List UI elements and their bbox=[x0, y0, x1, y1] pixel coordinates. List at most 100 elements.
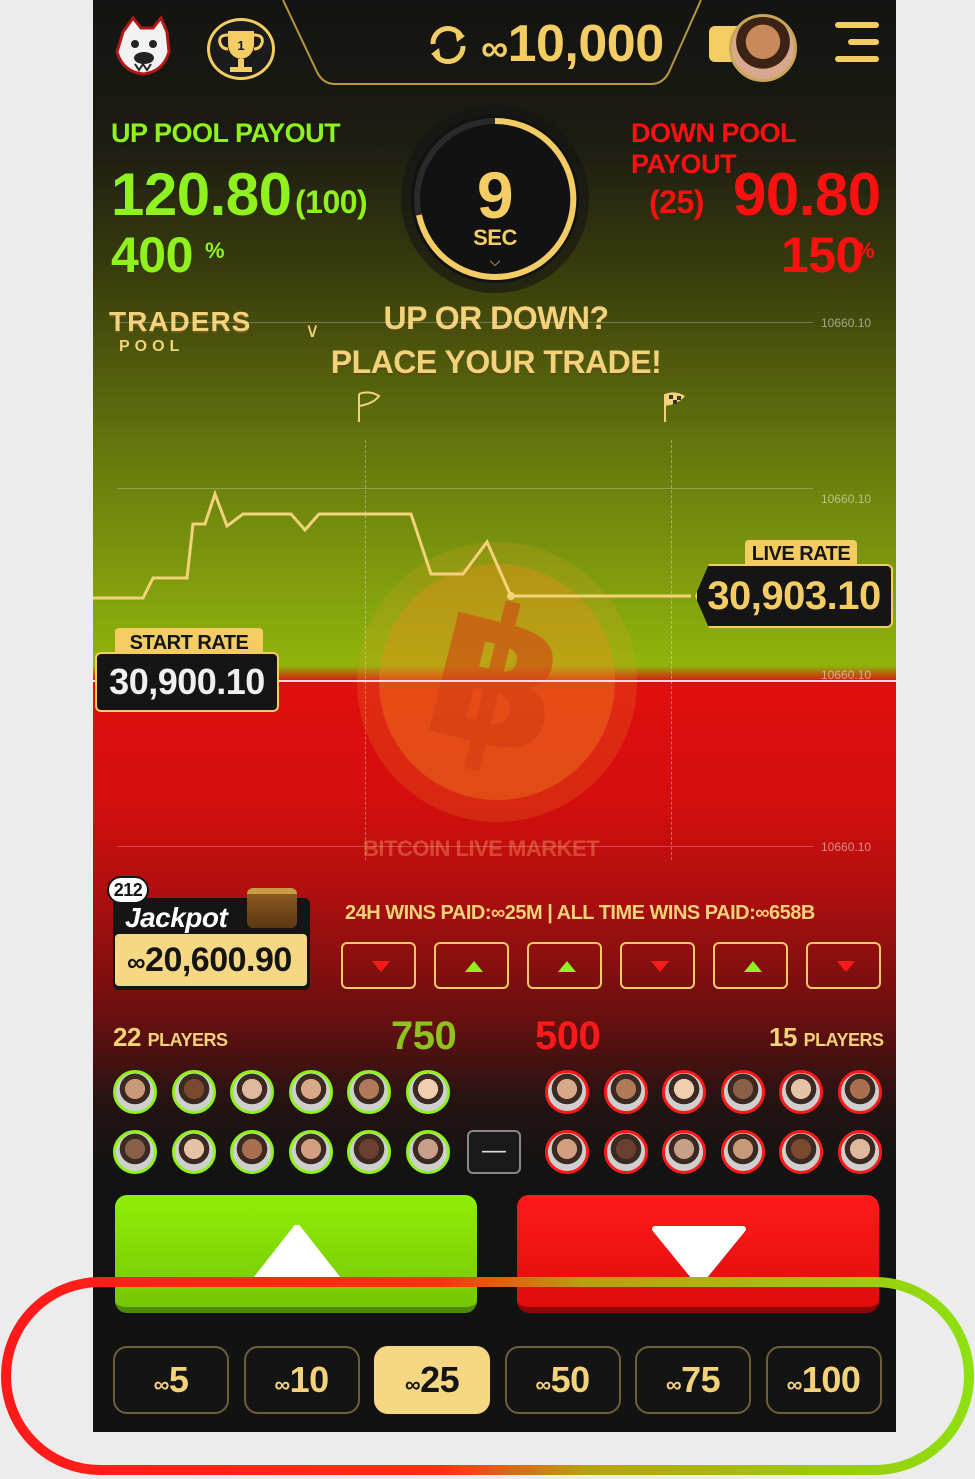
amount-label: 10 bbox=[289, 1359, 330, 1400]
refresh-icon[interactable] bbox=[425, 22, 471, 68]
player-avatar[interactable] bbox=[545, 1130, 589, 1174]
player-avatar[interactable] bbox=[603, 1130, 648, 1174]
history-down-button[interactable] bbox=[806, 942, 881, 989]
market-label: BITCOIN LIVE MARKET bbox=[363, 836, 600, 861]
menu-icon[interactable] bbox=[835, 22, 879, 70]
trade-up-button[interactable] bbox=[115, 1195, 477, 1313]
wins-24h-label: 24H WINS PAID: bbox=[345, 902, 491, 924]
down-pool-count: (25) bbox=[649, 184, 704, 220]
amount-50-button[interactable]: ∞50 bbox=[504, 1346, 621, 1414]
trade-down-button[interactable] bbox=[517, 1195, 879, 1313]
player-avatar[interactable] bbox=[113, 1070, 157, 1114]
player-avatar[interactable] bbox=[347, 1070, 391, 1114]
player-avatar[interactable] bbox=[837, 1130, 882, 1174]
user-avatar[interactable] bbox=[729, 14, 797, 82]
wins-24h-value: 25M bbox=[504, 902, 543, 924]
player-avatar[interactable] bbox=[837, 1070, 882, 1114]
amount-label: 5 bbox=[168, 1359, 189, 1400]
triangle-down-icon bbox=[837, 961, 855, 972]
up-pool-percent: 400 bbox=[111, 227, 193, 283]
player-avatar[interactable] bbox=[230, 1130, 274, 1174]
wins-all-value: 658B bbox=[769, 902, 815, 924]
players-label: PLAYERS bbox=[803, 1030, 884, 1050]
gridline bbox=[117, 322, 813, 323]
coin-icon: ∞ bbox=[153, 1372, 170, 1397]
player-avatar[interactable] bbox=[603, 1070, 648, 1114]
player-avatar[interactable] bbox=[779, 1070, 823, 1114]
prompt-line1: UP OR DOWN? bbox=[383, 300, 609, 336]
amount-75-button[interactable]: ∞75 bbox=[635, 1346, 751, 1414]
start-marker-line bbox=[365, 440, 366, 860]
brand-sub: POOL bbox=[119, 338, 185, 355]
player-avatar[interactable] bbox=[113, 1130, 157, 1174]
prompt-line2: PLACE YOUR TRADE! bbox=[330, 344, 662, 380]
down-pool-label: DOWN POOL PAYOUT bbox=[631, 118, 796, 179]
collapse-players-button[interactable]: — bbox=[467, 1130, 521, 1174]
timer-value: 9 bbox=[476, 158, 514, 232]
player-avatar[interactable] bbox=[545, 1070, 589, 1114]
amount-100-button[interactable]: ∞100 bbox=[765, 1346, 882, 1414]
jackpot-panel[interactable]: Jackpot ∞20,600.90 bbox=[113, 888, 310, 990]
up-pool-label: UP POOL PAYOUT bbox=[111, 118, 341, 148]
amount-label: 25 bbox=[420, 1359, 460, 1400]
up-percent-sign: % bbox=[205, 238, 225, 263]
live-rate: 30,903.10 bbox=[695, 564, 893, 628]
brand-dropdown-icon[interactable]: ∨ bbox=[305, 320, 320, 342]
jackpot-badge: 212 bbox=[107, 876, 149, 904]
tick-mid: 10660.10 bbox=[821, 492, 872, 506]
down-total: 500 bbox=[535, 1014, 601, 1058]
player-avatar[interactable] bbox=[405, 1130, 450, 1174]
history-down-button[interactable] bbox=[620, 942, 695, 989]
start-flag-icon bbox=[358, 391, 381, 422]
trophy-icon[interactable]: 1 bbox=[207, 18, 275, 80]
amount-label: 100 bbox=[801, 1359, 861, 1400]
up-pool-count: (100) bbox=[295, 184, 368, 220]
player-avatar[interactable] bbox=[720, 1130, 765, 1174]
history-down-button[interactable] bbox=[341, 942, 416, 989]
tick-center: 10660.10 bbox=[821, 668, 872, 682]
history-up-button[interactable] bbox=[434, 942, 509, 989]
amount-25-button[interactable]: ∞25 bbox=[374, 1346, 490, 1414]
player-avatar[interactable] bbox=[230, 1070, 274, 1114]
highlight-ring bbox=[1, 1277, 974, 1475]
brand-name: TRADERS bbox=[109, 306, 252, 337]
player-avatar[interactable] bbox=[405, 1070, 450, 1114]
amount-label: 50 bbox=[550, 1359, 591, 1400]
bulldog-logo[interactable] bbox=[111, 14, 175, 78]
player-avatar[interactable] bbox=[171, 1070, 216, 1114]
up-player-count: 22 bbox=[113, 1022, 141, 1052]
player-avatar[interactable] bbox=[288, 1130, 333, 1174]
player-avatar[interactable] bbox=[288, 1070, 333, 1114]
player-avatar[interactable] bbox=[720, 1070, 765, 1114]
player-avatar[interactable] bbox=[347, 1130, 391, 1174]
coin-icon: ∞ bbox=[786, 1372, 803, 1397]
chevron-down-icon[interactable]: ⌵ bbox=[489, 253, 501, 269]
up-pool-amount: 120.80 bbox=[111, 161, 292, 228]
amount-10-button[interactable]: ∞10 bbox=[243, 1346, 360, 1414]
coin-icon: ∞ bbox=[665, 1372, 682, 1397]
coin-icon: ∞ bbox=[755, 902, 770, 924]
countdown-timer: 9 SEC ⌵ bbox=[411, 115, 579, 283]
triangle-down-icon bbox=[651, 961, 669, 972]
history-up-button[interactable] bbox=[527, 942, 602, 989]
players-label: PLAYERS bbox=[147, 1030, 228, 1050]
amount-5-button[interactable]: ∞5 bbox=[113, 1346, 229, 1414]
coin-icon: ∞ bbox=[274, 1372, 290, 1397]
finish-flag-icon bbox=[664, 392, 685, 422]
player-avatar[interactable] bbox=[171, 1130, 216, 1174]
gridline bbox=[117, 488, 813, 489]
player-avatar[interactable] bbox=[779, 1130, 823, 1174]
arrow-down-icon bbox=[652, 1226, 746, 1286]
down-pool-percent: 150 bbox=[781, 227, 863, 283]
price-line bbox=[93, 489, 691, 600]
player-avatar[interactable] bbox=[662, 1070, 706, 1114]
down-players: 15 PLAYERS bbox=[769, 1022, 884, 1053]
wins-paid: 24H WINS PAID: ∞ 25M | ALL TIME WINS PAID:… bbox=[345, 902, 815, 925]
end-marker-line bbox=[671, 440, 672, 860]
player-avatar[interactable] bbox=[662, 1130, 706, 1174]
coin-icon: ∞ bbox=[535, 1372, 551, 1397]
start-rate: 30,900.10 bbox=[95, 652, 279, 712]
history-up-button[interactable] bbox=[713, 942, 788, 989]
wins-all-label: | ALL TIME WINS PAID: bbox=[547, 902, 756, 924]
timer-unit: SEC bbox=[473, 225, 517, 250]
